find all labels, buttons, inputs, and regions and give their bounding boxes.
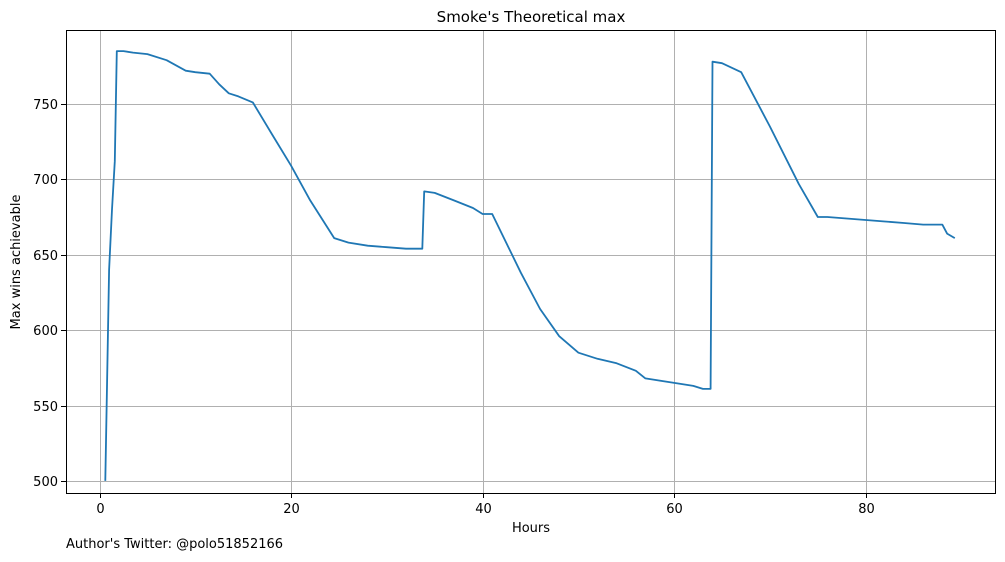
x-tick-label: 60 <box>666 502 683 517</box>
plot-frame <box>66 30 996 494</box>
x-axis-label: Hours <box>512 521 550 536</box>
x-tick-label: 80 <box>858 502 875 517</box>
series-line <box>104 50 956 481</box>
chart-title: Smoke's Theoretical max <box>437 8 626 26</box>
grid-lines <box>66 30 995 493</box>
x-tick-label: 40 <box>475 502 492 517</box>
y-tick-label: 500 <box>33 475 58 490</box>
y-tick-label: 700 <box>33 173 58 188</box>
y-tick-label: 750 <box>33 98 58 113</box>
author-footnote: Author's Twitter: @polo51852166 <box>66 537 284 552</box>
x-axis-ticks: 0 20 40 60 80 <box>96 493 875 517</box>
y-tick-label: 600 <box>33 324 58 339</box>
y-tick-label: 550 <box>33 400 58 415</box>
x-tick-label: 20 <box>283 502 300 517</box>
series-group <box>104 50 956 481</box>
y-axis-ticks: 500 550 600 650 700 750 <box>33 98 66 490</box>
y-tick-label: 650 <box>33 249 58 264</box>
x-tick-label: 0 <box>96 502 104 517</box>
y-axis-label: Max wins achievable <box>9 195 24 330</box>
